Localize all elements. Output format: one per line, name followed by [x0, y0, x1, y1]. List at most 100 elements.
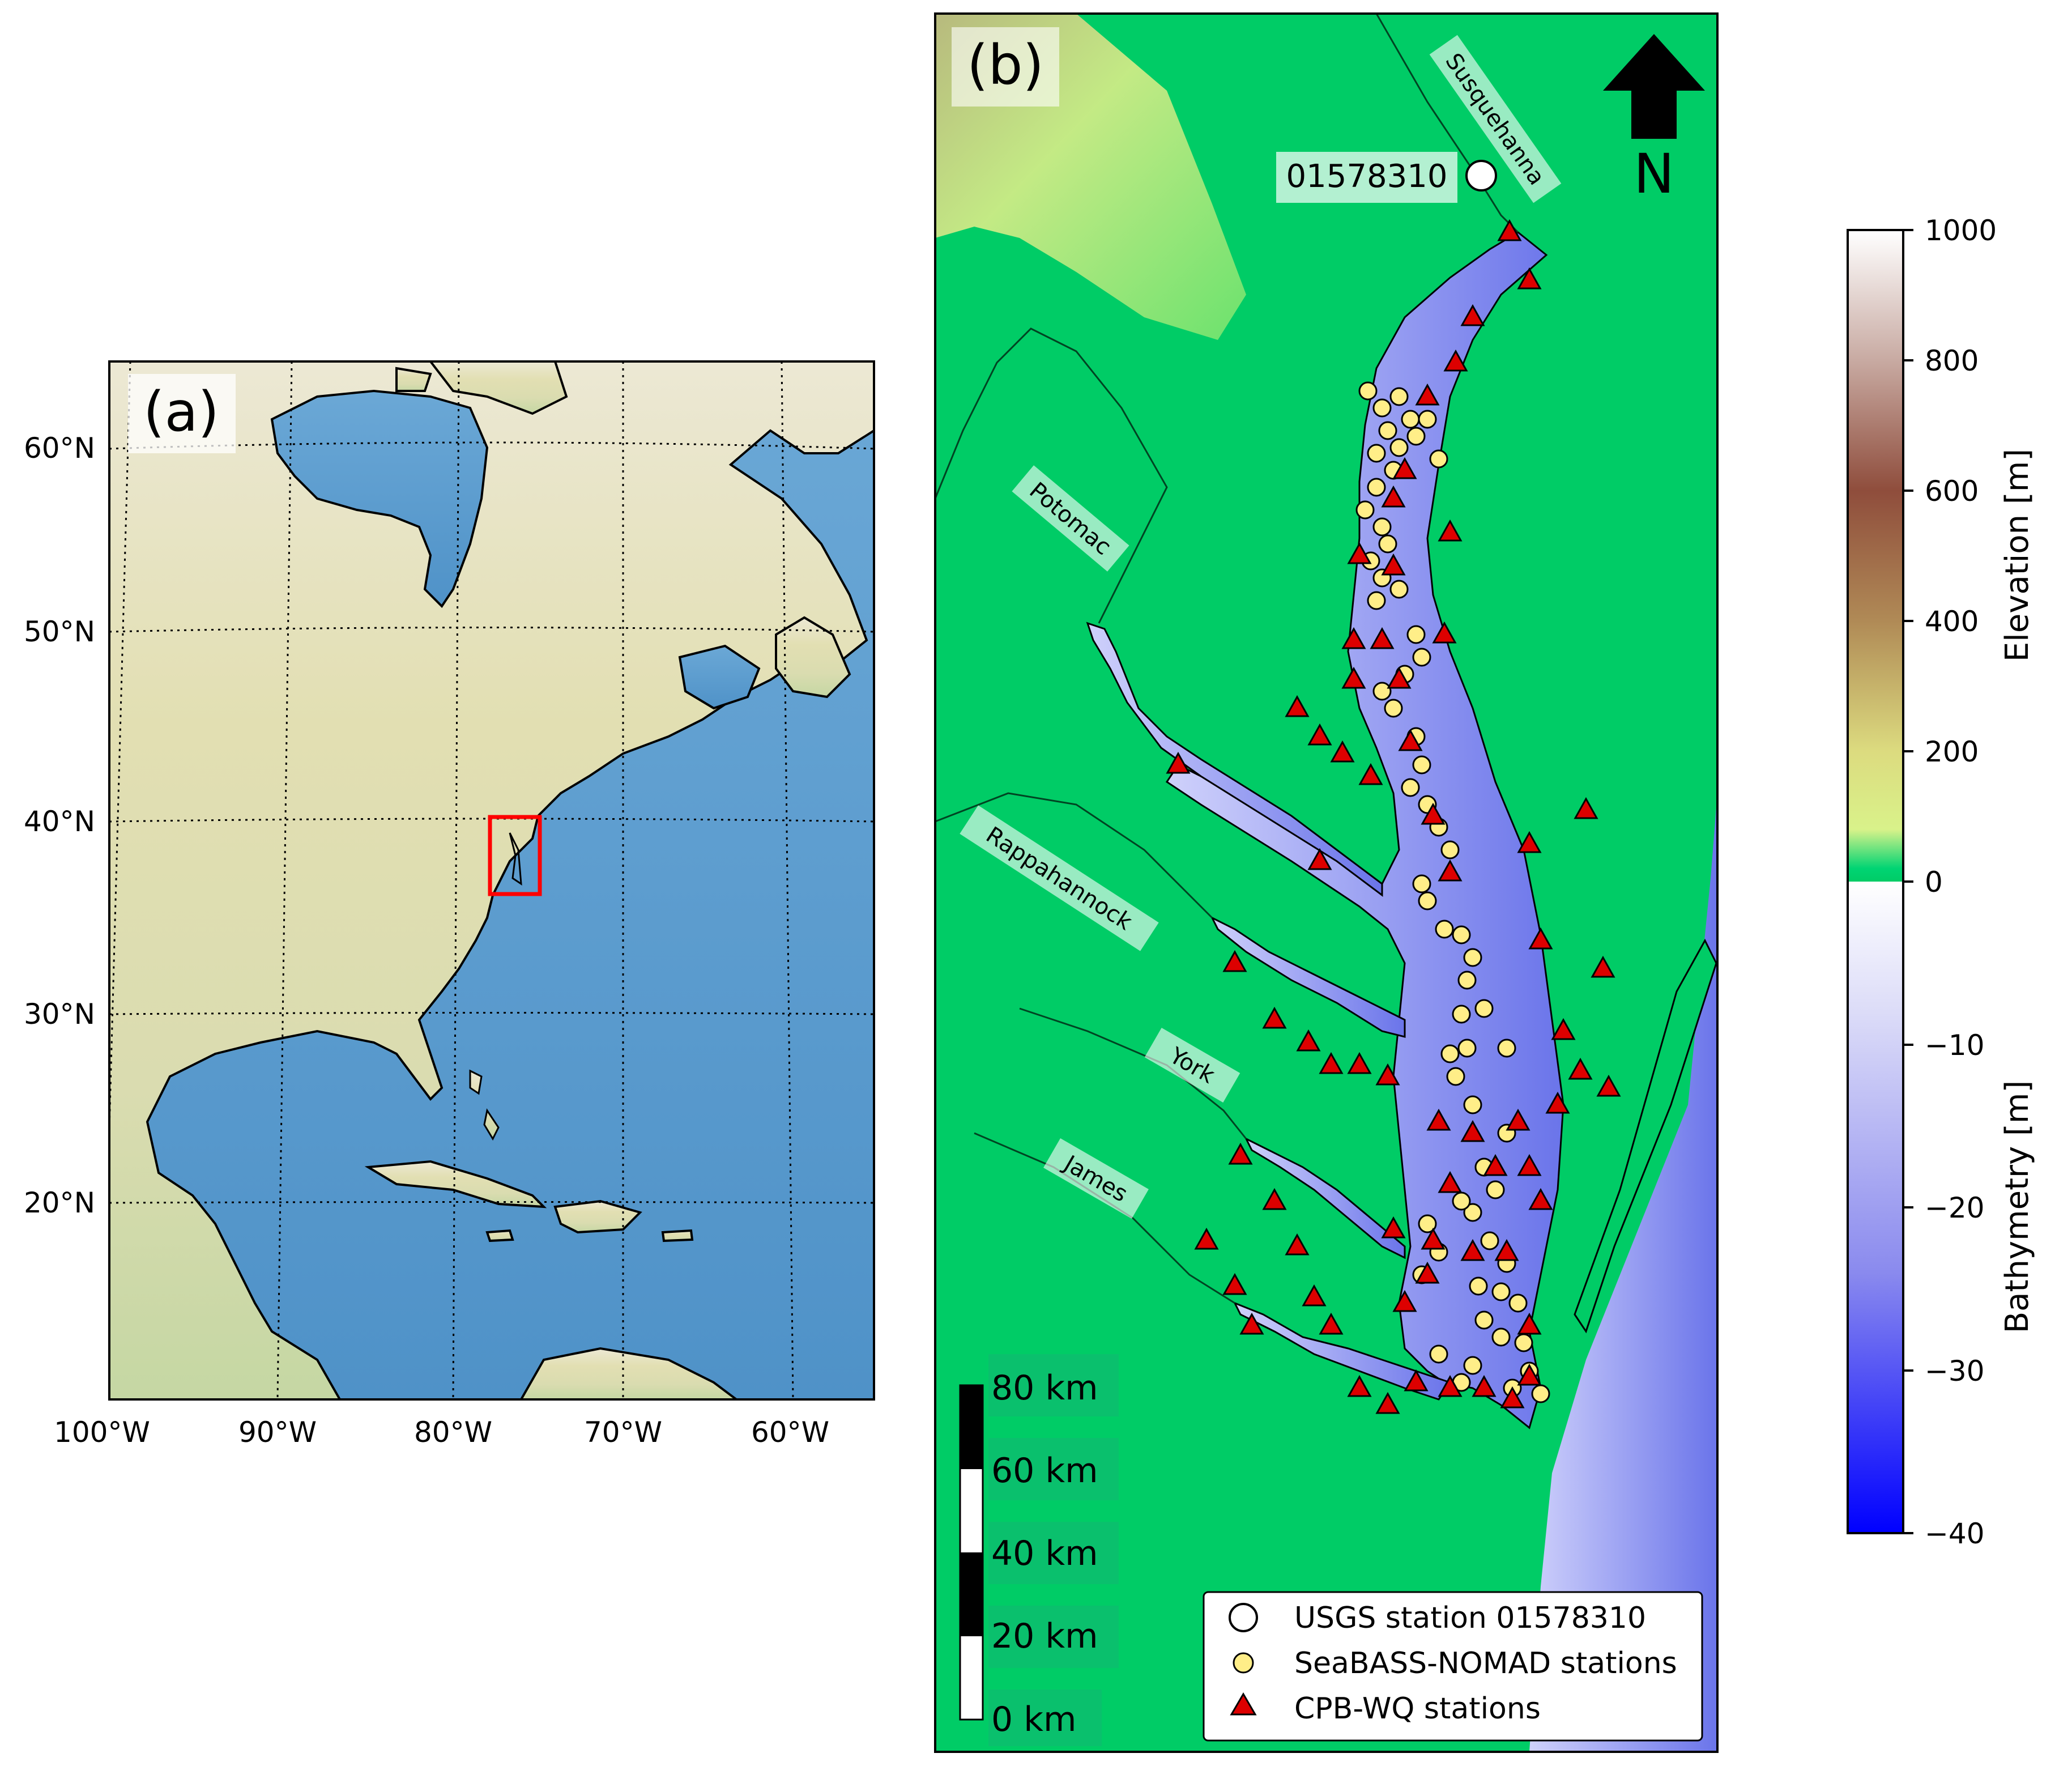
york-estuary [1244, 1137, 1406, 1259]
cpb-station-marker [1551, 1018, 1576, 1040]
lon-label: 60°W [751, 1416, 829, 1449]
seabass-station-marker [1446, 1067, 1465, 1086]
seabass-station-marker [1367, 478, 1386, 497]
seabass-station-marker [1429, 449, 1448, 469]
rappahannock-estuary [1210, 916, 1406, 1038]
cpb-station-marker [1438, 1374, 1463, 1397]
scalebar-label: 0 km [991, 1700, 1076, 1739]
cpb-station-marker [1381, 1216, 1406, 1239]
legend-seabass-label: SeaBASS-NOMAD stations [1294, 1646, 1677, 1680]
cpb-wq-stations [1166, 219, 1621, 1414]
cpb-station-marker [1517, 1363, 1542, 1386]
seabass-station-marker [1474, 999, 1494, 1018]
seabass-station-marker [1367, 444, 1386, 463]
seabass-station-marker [1384, 699, 1403, 718]
seabass-station-marker [1491, 1327, 1511, 1347]
seabass-station-marker [1372, 398, 1392, 418]
usgs-station-label: 01578310 [1286, 158, 1447, 195]
cpb-station-marker [1228, 1142, 1253, 1165]
seabass-station-marker [1463, 1203, 1482, 1222]
cpb-station-marker [1341, 627, 1366, 649]
lon-label: 90°W [238, 1416, 317, 1449]
seabass-station-marker [1418, 410, 1437, 429]
seabass-station-marker [1452, 1191, 1471, 1211]
usgs-station-marker: 01578310 [1276, 152, 1497, 203]
seabass-station-marker [1440, 1044, 1460, 1063]
seabass-station-marker [1440, 840, 1460, 859]
legend-usgs-marker [1229, 1603, 1258, 1632]
legend-seabass-marker [1233, 1652, 1254, 1674]
cpb-station-marker [1375, 1391, 1400, 1414]
cpb-station-marker [1528, 1188, 1553, 1210]
colorbar-tick: 800 [1925, 344, 1979, 377]
cpb-station-marker [1285, 1233, 1310, 1256]
cpb-station-marker [1387, 666, 1412, 689]
seabass-station-marker [1372, 517, 1392, 537]
scale-bar: 80 km 60 km 40 km 20 km 0 km [959, 1354, 1119, 1746]
potomac-estuary [1086, 622, 1383, 897]
colorbar-tick: 600 [1925, 475, 1979, 508]
colorbar-tick: 0 [1925, 866, 1943, 899]
lon-label: 100°W [54, 1416, 150, 1449]
cpb-station-marker [1517, 831, 1542, 853]
legend-usgs-label: USGS station 01578310 [1294, 1601, 1646, 1635]
colorbar-tick: −10 [1925, 1029, 1985, 1062]
cpb-station-marker [1415, 1261, 1440, 1284]
seabass-station-marker [1435, 920, 1454, 939]
bathymetry-axis-label: Bathymetry [m] [1999, 1080, 2036, 1334]
cpb-station-marker [1262, 1188, 1287, 1210]
lat-label: 30°N [24, 998, 95, 1031]
cpb-station-marker [1341, 666, 1366, 689]
cpb-station-marker [1426, 1108, 1451, 1131]
colorbar-tick: −40 [1925, 1517, 1985, 1550]
cpb-station-marker [1438, 859, 1463, 882]
colorbar-tick: 400 [1925, 605, 1979, 638]
seabass-station-marker [1389, 580, 1409, 599]
scalebar-label: 80 km [991, 1368, 1098, 1408]
cpb-station-marker [1319, 1052, 1344, 1074]
cpb-station-marker [1574, 797, 1598, 819]
seabass-station-marker [1457, 1039, 1477, 1058]
seabass-station-marker [1463, 1356, 1482, 1375]
south-america [519, 1347, 739, 1399]
legend-cpb-label: CPB-WQ stations [1294, 1692, 1541, 1726]
seabass-station-marker [1514, 1333, 1533, 1352]
cpb-station-marker [1239, 1312, 1264, 1335]
cpb-station-marker [1392, 457, 1417, 479]
seabass-station-marker [1412, 755, 1431, 775]
panel-a-label: (a) [143, 380, 219, 444]
cpb-station-marker [1285, 695, 1310, 717]
cpb-station-marker [1381, 485, 1406, 508]
north-arrow-icon: N [1603, 34, 1705, 206]
seabass-station-marker [1429, 1344, 1448, 1364]
cpb-station-marker [1222, 1273, 1247, 1295]
cpb-station-marker [1302, 1284, 1327, 1307]
panel-b-label: (b) [967, 33, 1044, 97]
cpb-station-marker [1500, 1386, 1525, 1408]
cpb-station-marker [1460, 304, 1485, 326]
seabass-station-marker [1418, 891, 1437, 910]
cpb-station-marker [1330, 740, 1355, 763]
jamaica [485, 1229, 514, 1242]
seabass-station-marker [1412, 874, 1431, 893]
legend: USGS station 01578310 SeaBASS-NOMAD stat… [1203, 1591, 1703, 1742]
panel-a-map: (a) 60°N 50°N 40°N 30°N 20°N 100°W 90°W … [24, 360, 875, 1449]
seabass-station-marker [1452, 1005, 1471, 1024]
seabass-station-marker [1463, 1095, 1482, 1114]
panel-b-map: (b) N 01578310 Susquehanna Potomac Rap [934, 12, 1719, 1753]
newfoundland [775, 616, 851, 699]
puerto-rico [661, 1229, 694, 1242]
seabass-station-marker [1531, 1384, 1550, 1403]
colorbar: 1000 800 600 400 200 0 −10 −20 −30 −40 E… [1847, 214, 2036, 1550]
cpb-station-marker [1568, 1057, 1593, 1080]
cpb-station-marker [1392, 1290, 1417, 1312]
barrier-islands [1574, 938, 1717, 1334]
seabass-station-marker [1406, 625, 1426, 644]
baffin-island [429, 361, 568, 415]
north-label: N [1634, 142, 1674, 206]
hispaniola [553, 1199, 642, 1234]
colorbar-tick: 200 [1925, 735, 1979, 768]
scalebar-label: 40 km [991, 1534, 1098, 1573]
gulf-st-lawrence [678, 644, 761, 710]
